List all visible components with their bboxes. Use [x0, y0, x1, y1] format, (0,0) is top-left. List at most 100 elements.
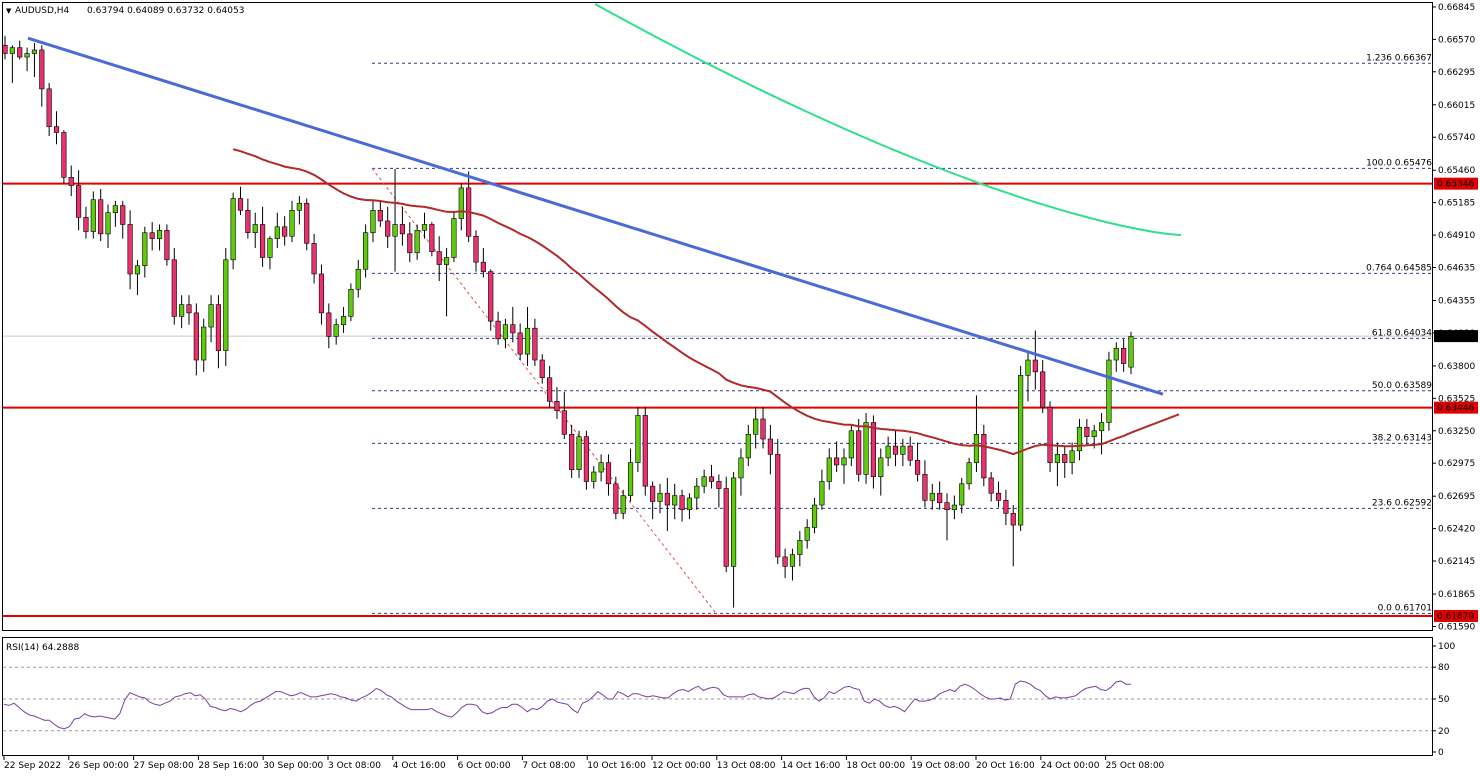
bearish-candle [650, 485, 656, 502]
bullish-candle [686, 497, 693, 511]
bearish-candle [554, 400, 560, 412]
bullish-candle [524, 327, 531, 355]
bearish-candle [517, 332, 523, 355]
rsi-tick-label: 50 [1438, 695, 1450, 705]
rsi-tick-label: 80 [1438, 663, 1450, 673]
bearish-candle [2, 44, 8, 54]
rsi-tick-label: 20 [1438, 727, 1450, 737]
fib-level-label: 100.0 0.65476 [1366, 158, 1432, 168]
slow-moving-average-line [594, 3, 1182, 237]
bearish-candle [679, 495, 685, 511]
bullish-candle [1054, 454, 1060, 463]
time-tick-label: 26 Sep 00:00 [69, 761, 129, 771]
fib-level-label: 0.764 0.64585 [1366, 263, 1432, 273]
bullish-candle [745, 434, 751, 459]
bearish-candle [473, 235, 479, 263]
bullish-candle [1106, 359, 1112, 423]
bearish-candle [149, 232, 155, 239]
bearish-candle [510, 324, 516, 334]
rsi-title: RSI(14) 64.2888 [6, 643, 79, 653]
rsi-pane-frame [2, 637, 1433, 756]
time-tick-label: 19 Oct 08:00 [911, 761, 970, 771]
fib-level-label: 23.6 0.62592 [1372, 498, 1432, 508]
bullish-candle [694, 485, 700, 499]
price-tick-label: 0.62420 [1438, 525, 1475, 535]
bearish-candle [583, 436, 589, 482]
bearish-candle [76, 185, 82, 218]
bearish-candle [981, 434, 987, 479]
chart-ohlc: 0.63794 0.64089 0.63732 0.64053 [87, 6, 244, 16]
bullish-candle [804, 527, 810, 541]
price-tick-label: 0.63800 [1438, 362, 1475, 372]
bullish-candle [223, 259, 229, 351]
bullish-candle [9, 47, 15, 54]
price-tick-label: 0.65460 [1438, 166, 1475, 176]
price-tick-label: 0.64080 [1438, 329, 1475, 339]
bullish-candle [1069, 450, 1075, 463]
time-tick-label: 7 Oct 08:00 [522, 761, 575, 771]
bearish-candle [164, 230, 170, 261]
bullish-candle [598, 462, 604, 473]
bearish-candle [318, 273, 325, 314]
bearish-candle [68, 176, 74, 186]
bullish-candle [267, 238, 273, 258]
bullish-candle [142, 232, 148, 267]
bearish-candle [775, 454, 781, 558]
bullish-candle [966, 462, 972, 485]
bullish-candle [252, 224, 258, 234]
bearish-candle [944, 502, 950, 511]
bearish-candle [120, 205, 126, 225]
bullish-candle [230, 198, 236, 261]
level-price-tag [1434, 401, 1478, 414]
time-tick-label: 25 Oct 08:00 [1106, 761, 1165, 771]
time-tick-label: 4 Oct 16:00 [393, 761, 446, 771]
bearish-candle [399, 224, 405, 235]
bearish-candle [480, 261, 486, 272]
bearish-candle [547, 377, 553, 402]
bullish-candle [1025, 359, 1031, 376]
bearish-candle [237, 198, 244, 211]
time-tick-label: 6 Oct 00:00 [458, 761, 511, 771]
time-tick-label: 22 Sep 2022 [4, 761, 61, 771]
descending-trendline [27, 36, 1164, 396]
level-price-tag-label: 0.61679 [1437, 612, 1474, 622]
bullish-candle [591, 471, 597, 482]
bullish-candle [363, 232, 369, 270]
time-tick-label: 18 Oct 00:00 [846, 761, 905, 771]
price-tick-label: 0.62695 [1438, 492, 1475, 502]
symbol-indicator-icon: ▼ [6, 7, 12, 15]
bullish-candle [1128, 336, 1134, 368]
bearish-candle [834, 457, 840, 466]
level-price-tag [1434, 177, 1478, 190]
bullish-candle [738, 457, 744, 479]
bearish-candle [1084, 426, 1090, 437]
bearish-candle [988, 477, 994, 494]
bearish-candle [46, 88, 52, 127]
bullish-candle [179, 304, 185, 317]
bullish-candle [112, 205, 118, 213]
bearish-candle [326, 312, 332, 337]
time-tick-label: 27 Sep 08:00 [134, 761, 194, 771]
bullish-candle [1091, 430, 1097, 437]
bullish-candle [620, 495, 626, 514]
fib-level-label: 50.0 0.63589 [1372, 381, 1432, 391]
bearish-candle [39, 49, 45, 90]
bullish-candle [819, 481, 825, 506]
bullish-candle [863, 422, 869, 475]
rsi-layer: 100 80 50 20 0 [3, 642, 1455, 758]
bearish-candle [723, 488, 729, 567]
bullish-candle [753, 418, 759, 435]
time-tick-label: 14 Oct 16:00 [782, 761, 841, 771]
time-tick-label: 30 Sep 00:00 [263, 761, 323, 771]
bullish-candle [274, 226, 280, 239]
time-tick-label: 28 Sep 16:00 [198, 761, 258, 771]
bullish-candle [951, 504, 957, 511]
bearish-candle [282, 226, 288, 237]
price-tick-label: 0.66295 [1438, 68, 1475, 78]
bearish-candle [385, 220, 391, 237]
rsi-tick-label: 0 [1438, 748, 1444, 758]
time-tick-label: 3 Oct 08:00 [328, 761, 381, 771]
bearish-candle [613, 483, 619, 514]
bearish-candle [907, 445, 913, 461]
